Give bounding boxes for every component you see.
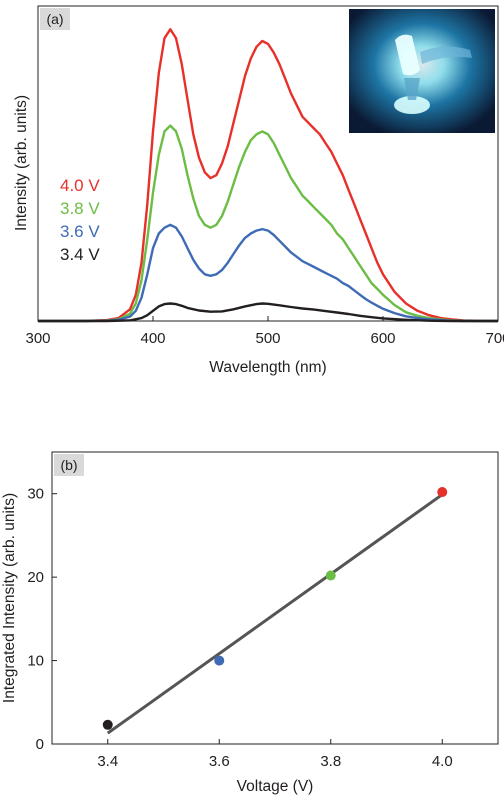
- x-tick-label: 600: [370, 330, 395, 347]
- legend-entry: 3.8 V: [60, 199, 100, 218]
- panel-a-label: (a): [46, 11, 63, 27]
- x-tick-label: 3.6: [209, 753, 230, 770]
- y-tick-label: 0: [36, 736, 44, 753]
- legend-entry: 3.6 V: [60, 222, 100, 241]
- x-tick-label: 3.4: [97, 753, 118, 770]
- data-point: [103, 720, 113, 730]
- x-tick-label: 3.8: [320, 753, 341, 770]
- x-tick-label: 700: [485, 330, 504, 347]
- panel-a-legend: 4.0 V 3.8 V 3.6 V 3.4 V: [60, 176, 100, 264]
- legend-entry: 4.0 V: [60, 176, 100, 195]
- panel-b-label: (b): [60, 457, 77, 473]
- x-tick-label: 400: [140, 330, 165, 347]
- x-tick-label: 4.0: [432, 753, 453, 770]
- x-tick-label: 500: [255, 330, 280, 347]
- data-point: [326, 570, 336, 580]
- panel-b-x-axis-title: Voltage (V): [237, 778, 314, 795]
- panel-b-integrated: 0 10 20 30 3.4 3.6 3.8 4.0 (b) Integrated Inte…: [1, 452, 498, 795]
- y-tick-label: 20: [27, 569, 44, 586]
- panel-b-y-axis-title: Integrated Intensity (arb. units): [1, 493, 18, 703]
- y-tick-label: 30: [27, 486, 44, 503]
- panel-a-y-axis-title: Intensity (arb. units): [13, 95, 30, 231]
- legend-entry: 3.4 V: [60, 245, 100, 264]
- panel-a-spectra: 300 400 500 600 700 (a) 4.0 V 3.8 V 3.6 V 3.4 V…: [13, 6, 504, 376]
- panel-b-fit-line: [108, 495, 443, 734]
- x-tick-label: 300: [25, 330, 50, 347]
- data-point: [214, 656, 224, 666]
- panel-b-y-ticks: 0 10 20 30: [27, 486, 57, 753]
- spectrum-line-3-8-V: [38, 126, 498, 321]
- panel-a-x-axis-title: Wavelength (nm): [209, 359, 326, 376]
- y-tick-label: 10: [27, 653, 44, 670]
- panel-b-frame: [52, 452, 498, 744]
- spectrum-line-3-6-V: [38, 225, 498, 321]
- panel-b-points: [103, 487, 448, 730]
- data-point: [437, 487, 447, 497]
- inset-photo-device-glow: [349, 9, 495, 133]
